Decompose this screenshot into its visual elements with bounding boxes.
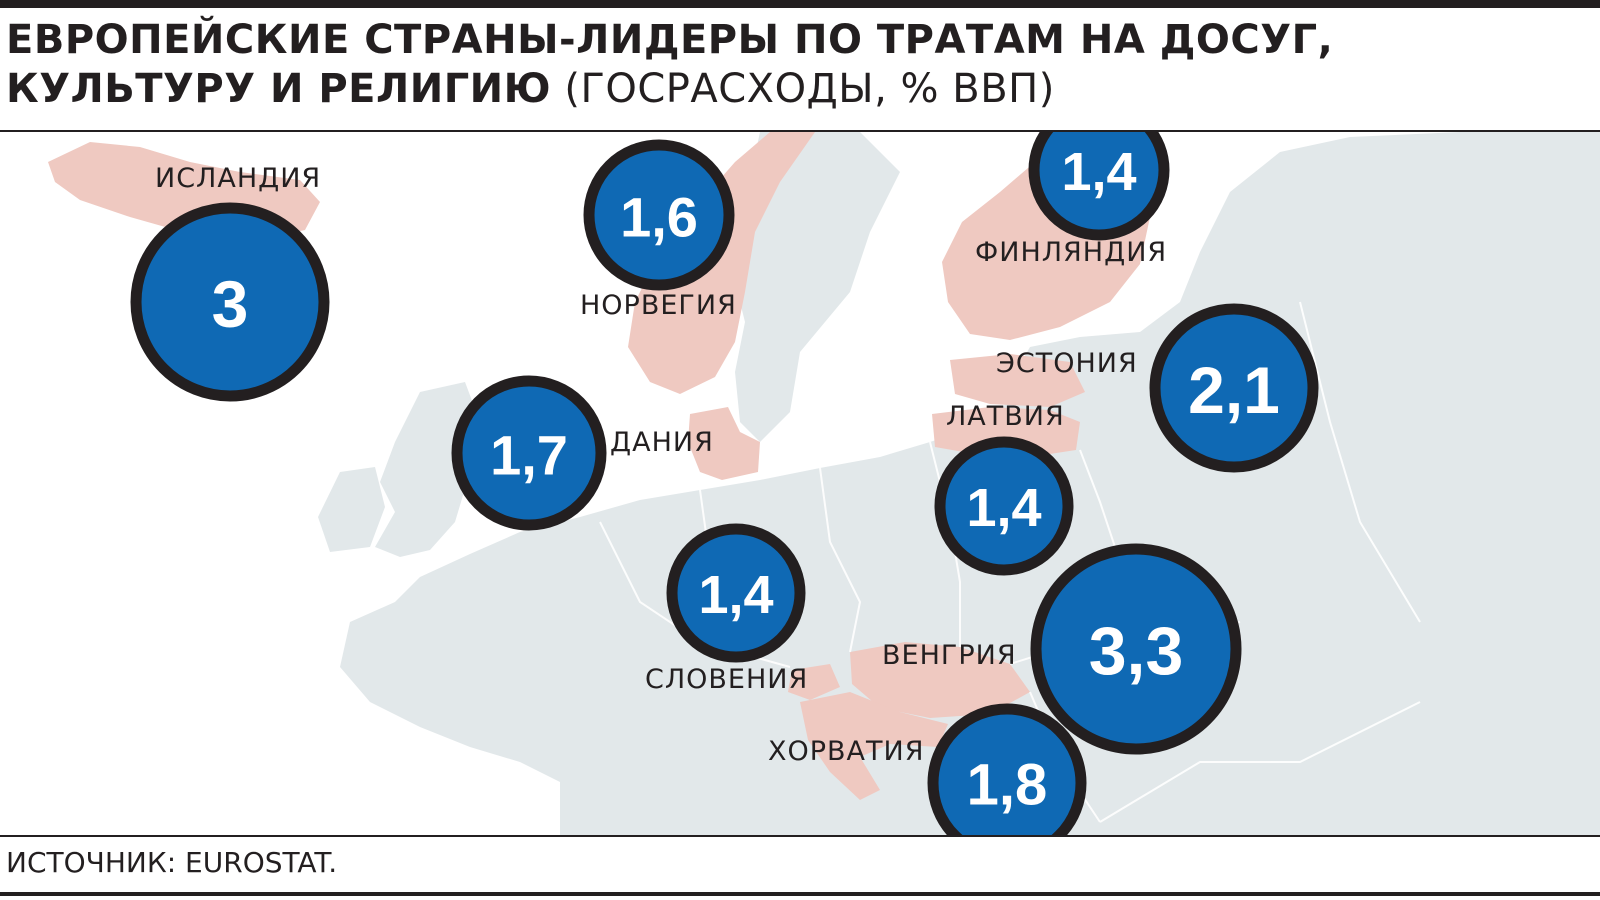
europe-map: ИСЛАНДИЯ НОРВЕГИЯ ДАНИЯ ФИНЛЯНДИЯ ЭСТОНИЯ ЛАТ… [0, 132, 1600, 835]
country-label-estonia: ЭСТОНИЯ [996, 348, 1138, 379]
bubble-latvia: 1,4 [934, 436, 1074, 576]
bubble-estonia: 2,1 [1149, 303, 1319, 473]
bubble-value-croatia: 1,8 [967, 753, 1048, 818]
land-ireland [318, 467, 385, 552]
bubble-slovenia: 1,4 [666, 523, 806, 663]
title-main: ЕВРОПЕЙСКИЕ СТРАНЫ-ЛИДЕРЫ ПО ТРАТАМ НА Д… [6, 17, 1334, 112]
country-label-denmark: ДАНИЯ [610, 427, 714, 458]
bubble-circle-denmark [451, 375, 607, 531]
land-estonia [950, 354, 1085, 407]
bubble-circle-norway [583, 139, 735, 291]
bubble-iceland: 3 [130, 202, 330, 402]
bubble-circle-iceland [130, 202, 330, 402]
bubble-value-estonia: 2,1 [1188, 353, 1280, 427]
country-label-finland: ФИНЛЯНДИЯ [975, 237, 1167, 268]
country-label-slovenia: СЛОВЕНИЯ [645, 664, 808, 695]
country-label-norway: НОРВЕГИЯ [580, 290, 737, 321]
bubble-value-slovenia: 1,4 [698, 565, 773, 625]
bubble-value-finland: 1,4 [1061, 142, 1136, 202]
bubble-norway: 1,6 [583, 139, 735, 291]
country-label-croatia: ХОРВАТИЯ [768, 736, 924, 767]
country-label-iceland: ИСЛАНДИЯ [155, 163, 321, 194]
map: ИСЛАНДИЯ НОРВЕГИЯ ДАНИЯ ФИНЛЯНДИЯ ЭСТОНИЯ ЛАТ… [0, 130, 1600, 837]
bubble-hungary: 3,3 [1030, 543, 1242, 755]
bubble-circle-finland [1028, 132, 1170, 241]
land-norway [628, 132, 815, 394]
bubble-value-norway: 1,6 [620, 186, 698, 249]
land-sweden [730, 132, 900, 442]
land-slovenia [788, 664, 840, 700]
title-subtitle: (ГОСРАСХОДЫ, % ВВП) [551, 66, 1055, 112]
land-great-britain [375, 382, 480, 557]
bubble-croatia: 1,8 [927, 703, 1087, 835]
page-title: ЕВРОПЕЙСКИЕ СТРАНЫ-ЛИДЕРЫ ПО ТРАТАМ НА Д… [6, 16, 1566, 114]
bubble-value-denmark: 1,7 [490, 424, 568, 487]
bubble-circle-slovenia [666, 523, 806, 663]
bubble-circle-latvia [934, 436, 1074, 576]
bubble-value-iceland: 3 [212, 267, 249, 341]
land-croatia [800, 692, 948, 800]
bubble-denmark: 1,7 [451, 375, 607, 531]
country-label-hungary: ВЕНГРИЯ [882, 640, 1017, 671]
country-label-latvia: ЛАТВИЯ [946, 401, 1065, 432]
top-rule [0, 0, 1600, 8]
source-note: ИСТОЧНИК: EUROSTAT. [6, 846, 338, 879]
bubble-value-hungary: 3,3 [1089, 613, 1184, 689]
bubble-finland: 1,4 [1028, 132, 1170, 241]
bubble-value-latvia: 1,4 [966, 478, 1041, 538]
land-italy [690, 692, 859, 835]
bubble-circle-croatia [927, 703, 1087, 835]
bottom-rule [0, 892, 1600, 896]
land-hungary [850, 642, 1030, 718]
bubble-layer: 3 1,6 1,7 1,4 2,1 1,4 1,4 3,3 1,8 [130, 132, 1319, 835]
bubble-circle-estonia [1149, 303, 1319, 473]
land-denmark [688, 407, 760, 480]
bubble-circle-hungary [1030, 543, 1242, 755]
land-latvia [932, 407, 1080, 457]
